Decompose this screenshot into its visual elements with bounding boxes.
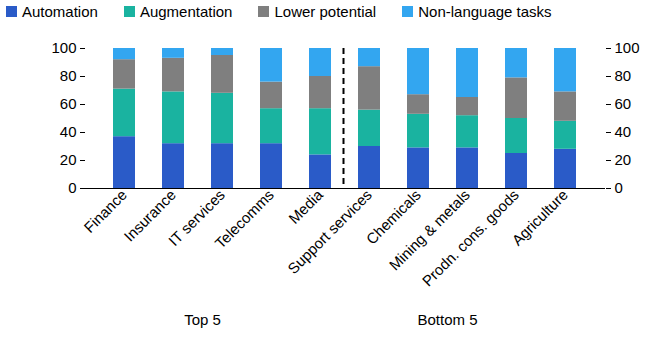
svg-text:Bottom 5: Bottom 5 [417, 311, 477, 328]
svg-text:20: 20 [60, 151, 77, 168]
svg-text:60: 60 [60, 95, 77, 112]
svg-text:Insurance: Insurance [120, 186, 179, 245]
svg-text:80: 80 [615, 67, 632, 84]
html-text:Non-language tasks: Non-language tasks [418, 2, 552, 20]
svg-text:Prodn. cons. goods: Prodn. cons. goods [419, 186, 522, 289]
svg-text:100: 100 [51, 39, 76, 56]
svg-text:Support services: Support services [284, 186, 375, 277]
html-text:Lower potential: Lower potential [274, 2, 377, 20]
svg-text:40: 40 [60, 123, 77, 140]
svg-text:Chemicals: Chemicals [362, 186, 424, 248]
svg-text:20: 20 [615, 151, 632, 168]
svg-text:Mining & metals: Mining & metals [386, 186, 473, 273]
svg-text:Media: Media [285, 186, 326, 227]
svg-text:60: 60 [615, 95, 632, 112]
svg-text:IT services: IT services [164, 186, 228, 250]
svg-text:80: 80 [60, 67, 77, 84]
svg-text:0: 0 [68, 179, 76, 196]
svg-text:Telecomms: Telecomms [211, 186, 277, 252]
svg-text:0: 0 [615, 179, 623, 196]
svg-text:100: 100 [615, 39, 640, 56]
html-text:Automation: Automation [22, 2, 98, 20]
html-text:Augmentation: Augmentation [139, 2, 233, 20]
svg-text:Finance: Finance [80, 186, 130, 236]
svg-text:Top 5: Top 5 [184, 311, 221, 328]
svg-text:40: 40 [615, 123, 632, 140]
svg-text:Agriculture: Agriculture [508, 186, 571, 249]
